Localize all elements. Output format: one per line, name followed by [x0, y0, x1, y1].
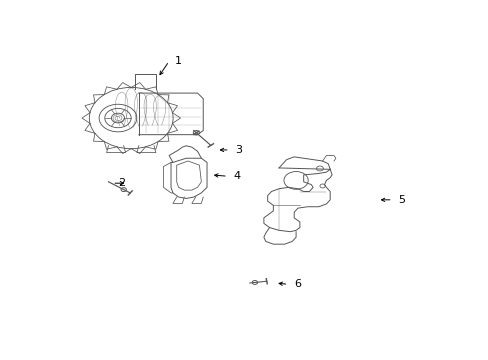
Text: 6: 6: [294, 279, 301, 289]
Text: 5: 5: [398, 195, 405, 205]
Text: 3: 3: [235, 145, 242, 155]
Text: 4: 4: [233, 171, 240, 181]
Text: 1: 1: [175, 56, 182, 66]
Text: 2: 2: [118, 178, 125, 188]
